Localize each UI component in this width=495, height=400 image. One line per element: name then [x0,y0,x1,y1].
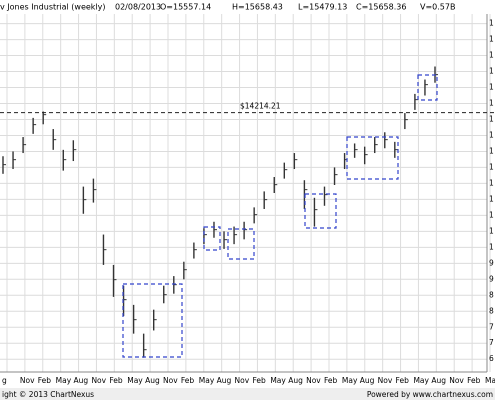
bars [2,66,438,358]
x-tick-label: Nov [378,376,393,385]
x-tick-label: May [127,376,143,385]
x-tick-label: Aug [217,376,232,385]
y-tick-label: 9 [489,258,494,267]
x-tick-label: Nov [163,376,178,385]
highlight-box [304,193,337,229]
y-tick-label: 1 [489,67,494,76]
x-tick-label: g [2,376,7,385]
x-tick-label: Ma [485,376,495,385]
y-tick-label: 6 [489,354,494,363]
x-tick-label: Aug [431,376,446,385]
x-tick-label: May [56,376,72,385]
x-tick-label: Feb [38,376,52,385]
y-tick-label: 1 [489,19,494,28]
y-tick-label: 1 [489,83,494,92]
y-tick-label: 7 [489,338,494,347]
y-tick-label: 1 [489,194,494,203]
x-tick-label: Nov [20,376,35,385]
x-tick-label: Nov [235,376,250,385]
header-text: O=15557.14 [160,3,211,12]
y-tick-label: 1 [489,242,494,251]
powered-by: Powered by www.chartnexus.com [367,390,493,399]
header-text: L=15479.13 [298,3,347,12]
y-tick-label: 8 [489,290,494,299]
y-tick-label: 7 [489,322,494,331]
copyright: ight © 2013 ChartNexus [2,390,94,399]
x-tick-label: Aug [288,376,303,385]
x-tick-label: Feb [467,376,481,385]
y-tick-label: 1 [489,226,494,235]
x-tick-label: Feb [109,376,123,385]
x-tick-label: Feb [181,376,195,385]
highlight-box [346,136,399,180]
y-tick-label: 1 [489,51,494,60]
x-tick-label: Aug [360,376,375,385]
reference-label: $14214.21 [240,102,281,111]
x-tick-label: Feb [324,376,338,385]
y-tick-label: 8 [489,306,494,315]
header-text: V=0.57B [420,3,455,12]
x-tick-label: May [270,376,286,385]
y-tick-label: 1 [489,178,494,187]
y-tick-label: 1 [489,114,494,123]
y-tick-label: 9 [489,274,494,283]
grid [0,14,491,372]
x-tick-label: Nov [91,376,106,385]
y-tick-label: 1 [489,210,494,219]
y-tick-label: 1 [489,35,494,44]
y-tick-label: 1 [489,130,494,139]
x-tick-label: May [199,376,215,385]
x-tick-label: Aug [145,376,160,385]
highlight-box [122,283,183,358]
x-tick-label: Feb [252,376,266,385]
header-text: v Jones Industrial (weekly) [0,3,106,12]
x-tick-label: Nov [306,376,321,385]
x-tick-label: Nov [449,376,464,385]
highlight-box [203,226,221,251]
x-tick-label: Aug [74,376,89,385]
x-tick-label: May [413,376,429,385]
header-text: 02/08/2013 [115,3,161,12]
header: v Jones Industrial (weekly) 02/08/2013O=1… [0,3,455,12]
x-tick-label: May [342,376,358,385]
x-tick-label: Feb [396,376,410,385]
header-text: H=15658.43 [232,3,283,12]
y-tick-label: 1 [489,99,494,108]
highlight-box [417,74,438,101]
footer-bar [0,388,495,400]
header-text: C=15658.36 [356,3,406,12]
y-tick-label: 1 [489,162,494,171]
y-tick-label: 1 [489,146,494,155]
